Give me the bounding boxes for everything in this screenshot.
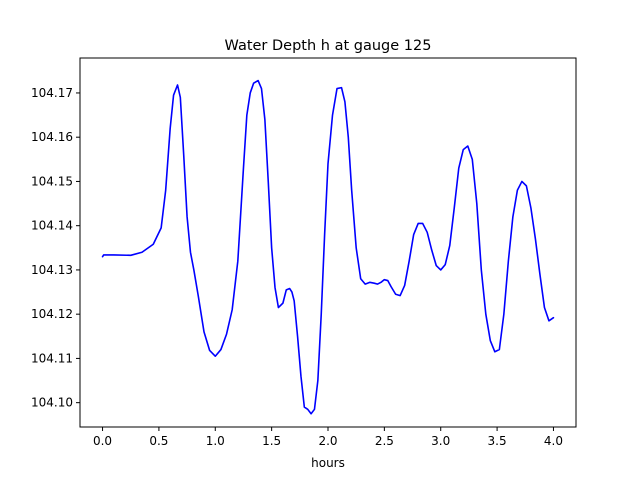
series-line-0 — [101, 79, 555, 415]
y-tick-label: 104.17 — [31, 86, 73, 100]
x-tick-label: 2.5 — [375, 434, 394, 448]
y-tick-label: 104.11 — [31, 351, 73, 365]
y-tick-label: 104.10 — [31, 396, 73, 410]
plot-area — [101, 79, 555, 415]
x-tick-label: 1.0 — [206, 434, 225, 448]
chart-title: Water Depth h at gauge 125 — [225, 38, 432, 54]
x-tick-label: 1.5 — [262, 434, 281, 448]
plot-frame — [79, 57, 577, 428]
y-tick-label: 104.16 — [31, 130, 73, 144]
y-tick-label: 104.12 — [31, 307, 73, 321]
x-tick-label: 0.5 — [149, 434, 168, 448]
y-tick-label: 104.15 — [31, 174, 73, 188]
x-tick-label: 2.0 — [318, 434, 337, 448]
y-tick-label: 104.13 — [31, 263, 73, 277]
x-tick-label: 4.0 — [544, 434, 563, 448]
x-tick-label: 3.0 — [431, 434, 450, 448]
y-tick-label: 104.14 — [31, 219, 73, 233]
axis-ticks: 0.0 0.5 1.0 1.5 2.0 2.5 3.0 3.5 4.0 104.10 104.11 1… — [31, 86, 563, 448]
x-tick-label: 0.0 — [93, 434, 112, 448]
x-tick-label: 3.5 — [488, 434, 507, 448]
x-axis-label: hours — [311, 456, 345, 470]
